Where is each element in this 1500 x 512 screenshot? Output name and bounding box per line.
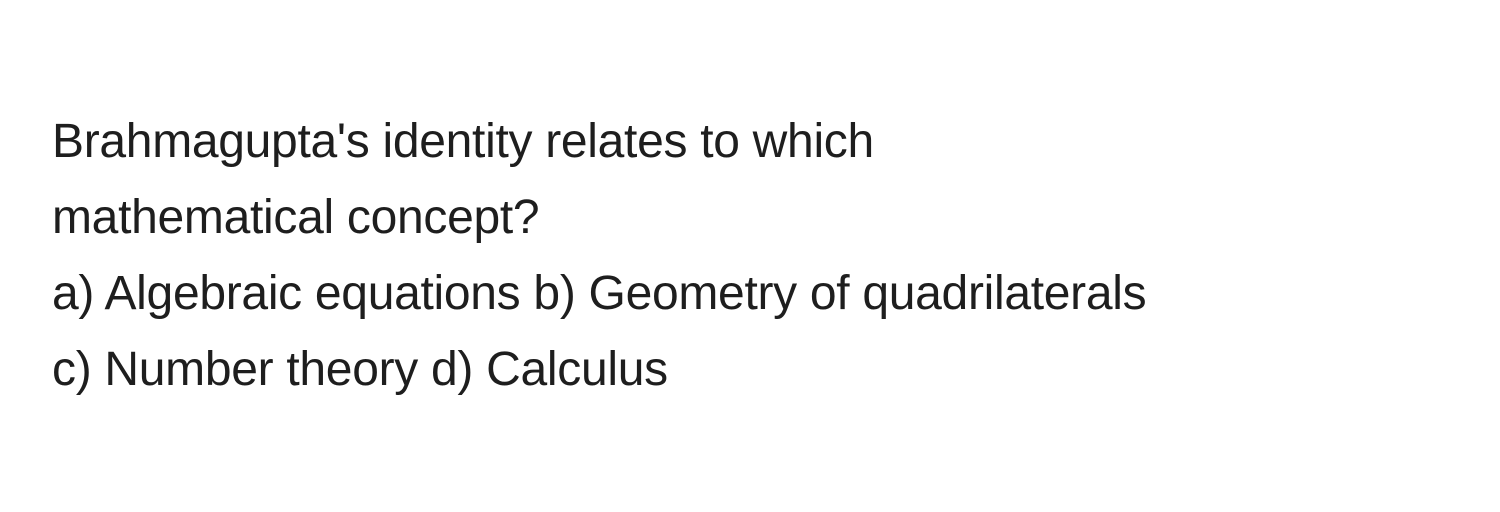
question-prompt-line2: mathematical concept? [52, 180, 1448, 256]
question-options-line2: c) Number theory d) Calculus [52, 332, 1448, 408]
question-options-line1: a) Algebraic equations b) Geometry of qu… [52, 256, 1448, 332]
question-prompt-line1: Brahmagupta's identity relates to which [52, 104, 1448, 180]
